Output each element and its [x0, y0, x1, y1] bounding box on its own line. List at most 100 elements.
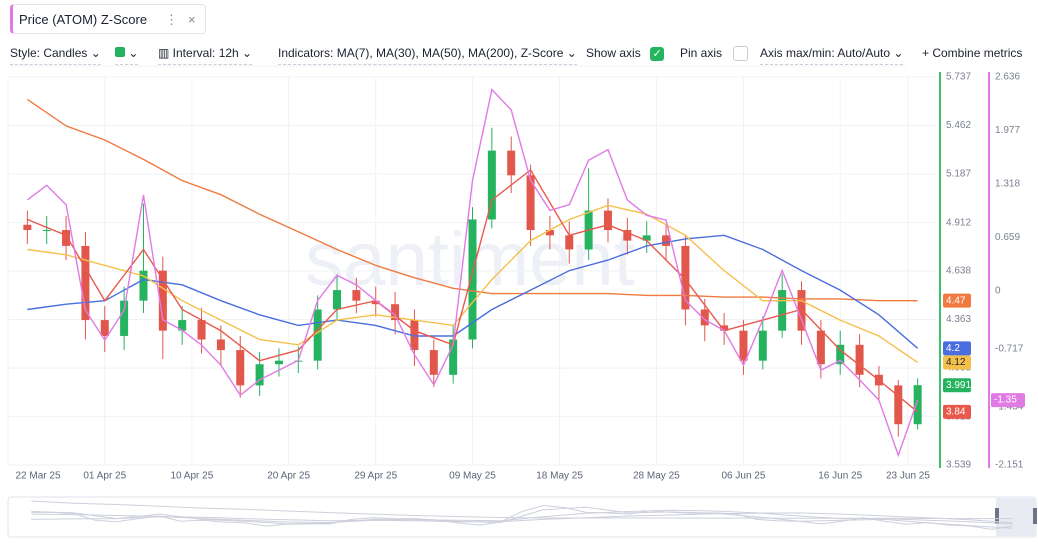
candle-body — [739, 330, 748, 361]
x-tick-label: 16 Jun 25 — [818, 471, 862, 482]
candle-body — [371, 300, 380, 305]
value-badge-label: -1.35 — [994, 395, 1017, 406]
plot — [7, 76, 937, 466]
candle-body — [352, 290, 361, 301]
close-icon[interactable]: × — [188, 12, 196, 27]
axis-range[interactable]: Axis max/min: Auto/Auto ⌄ — [760, 46, 904, 65]
value-badge-label: 4.2 — [946, 343, 960, 354]
value-badge — [943, 341, 971, 356]
watermark: santiment — [305, 217, 635, 302]
x-tick-label: 01 Apr 25 — [83, 471, 126, 482]
checkbox — [733, 46, 749, 62]
style-select[interactable]: Style: Candles ⌄ — [10, 46, 101, 65]
value-badge-label: 4.47 — [946, 295, 966, 306]
ma-line — [27, 234, 919, 349]
candle-body — [139, 270, 148, 301]
x-tick-label: 09 May 25 — [449, 471, 496, 482]
y2-tick-label: -0.717 — [995, 343, 1024, 354]
ma-line — [27, 204, 918, 363]
candle-body — [874, 374, 883, 386]
menu-icon[interactable]: ⋮ — [165, 12, 178, 27]
navigator-line — [31, 506, 1013, 529]
y-tick-label: 5.737 — [946, 72, 971, 83]
x-tick-label: 28 May 25 — [633, 471, 680, 482]
candle-body — [468, 219, 477, 340]
candle-body — [294, 360, 303, 362]
y-tick-label: 4.912 — [946, 217, 971, 228]
candle-body — [333, 290, 342, 310]
candle-body — [391, 304, 400, 321]
y2-tick-label: -2.151 — [995, 460, 1024, 471]
x-tick-label: 29 Apr 25 — [354, 471, 397, 482]
navigator-line — [31, 509, 1013, 525]
combine-metrics[interactable]: + Combine metrics — [922, 46, 1023, 60]
color-select[interactable]: ⌄ — [115, 46, 139, 65]
candle-body — [62, 230, 71, 246]
nav-handle[interactable] — [995, 508, 999, 524]
x-tick-label: 10 Apr 25 — [170, 471, 213, 482]
tab-title: Price (ATOM) Z-Score — [19, 12, 148, 27]
candle-body — [700, 309, 709, 326]
candle-body — [894, 385, 903, 425]
navigator-line — [31, 512, 1013, 524]
value-badge — [991, 393, 1025, 408]
candle-body — [526, 175, 535, 231]
value-badge-label: 3.84 — [946, 407, 966, 418]
candle-body — [662, 235, 671, 246]
candle-body — [255, 364, 264, 386]
y-tick-label: 5.462 — [946, 120, 971, 131]
value-badge-label: 4.12 — [946, 357, 966, 368]
x-tick-label: 06 Jun 25 — [721, 471, 765, 482]
x-tick-label: 23 Jun 25 — [886, 471, 930, 482]
nav-handle[interactable] — [1033, 508, 1037, 524]
candle-body — [429, 350, 438, 375]
candle-body — [449, 339, 458, 375]
y-tick-label: 5.187 — [946, 169, 971, 180]
candle-body — [778, 290, 787, 331]
nav-selection[interactable] — [996, 498, 1036, 536]
candle-body — [565, 235, 574, 250]
candle-body — [797, 290, 806, 331]
zscore-line — [26, 88, 919, 458]
label: Pin axis — [680, 46, 723, 60]
label: Style: Candles — [10, 46, 88, 60]
show-axis[interactable]: Show axis ✓ — [586, 46, 665, 65]
interval-select[interactable]: ▥ Interval: 12h ⌄ — [158, 46, 253, 65]
value-badge — [943, 355, 971, 370]
x-tick-label: 22 Mar 25 — [15, 471, 60, 482]
label: Indicators: MA(7), MA(30), MA(50), MA(20… — [278, 46, 564, 60]
y2-tick-label: 0.659 — [995, 232, 1020, 243]
candle-body — [603, 210, 612, 231]
x-tick-label: 20 Apr 25 — [267, 471, 310, 482]
y-tick-label: 4.363 — [946, 314, 971, 325]
label: Axis max/min: Auto/Auto — [760, 46, 891, 60]
value-badge — [943, 378, 971, 393]
navigator[interactable] — [7, 496, 1037, 538]
y-tick-label: 4.638 — [946, 266, 971, 277]
pin-axis[interactable]: Pin axis — [680, 46, 749, 65]
candle-body — [913, 385, 922, 425]
label: Show axis — [586, 46, 641, 60]
y-tick-label: 4.088 — [946, 363, 971, 374]
metric-tab[interactable]: Price (ATOM) Z-Score ⋮ × — [10, 4, 206, 34]
candle-body — [720, 325, 729, 331]
value-badge-label: 3.991 — [946, 380, 971, 391]
x-tick-label: 18 May 25 — [536, 471, 583, 482]
candle-body — [836, 344, 845, 365]
indicators-select[interactable]: Indicators: MA(7), MA(30), MA(50), MA(20… — [278, 46, 577, 65]
value-badge — [943, 404, 971, 419]
swatch — [115, 47, 125, 57]
label: Interval: 12h — [172, 46, 239, 60]
navigator-line — [31, 500, 1013, 520]
candle-body — [584, 210, 593, 250]
checkbox: ✓ — [650, 46, 665, 61]
candle-body — [178, 320, 187, 331]
navigator-lines — [31, 500, 1013, 530]
y-tick-label: 3.539 — [946, 460, 971, 471]
candle-body — [100, 320, 109, 336]
ma-line — [27, 98, 918, 302]
y2-tick-label: -1.434 — [995, 402, 1024, 413]
candle-body — [681, 245, 690, 310]
